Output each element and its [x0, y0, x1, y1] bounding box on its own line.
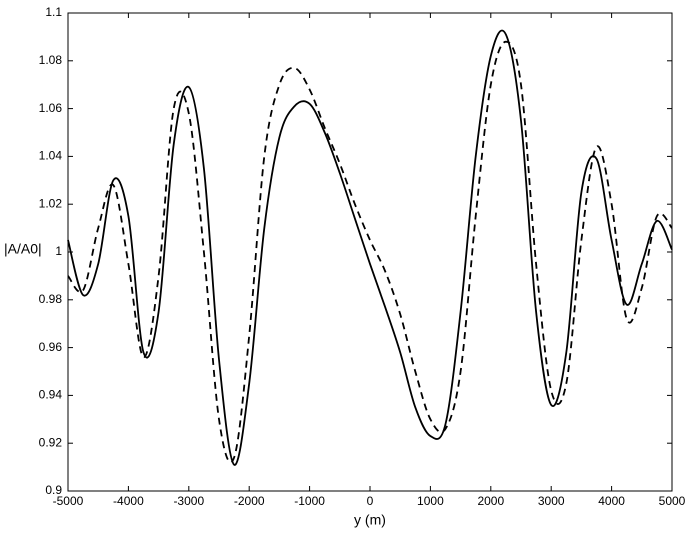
y-tick-label: 0.94 [39, 388, 63, 402]
y-tick-label: 1.04 [39, 149, 63, 163]
x-tick-label: 2000 [477, 494, 504, 508]
x-tick-label: 5000 [659, 494, 686, 508]
y-tick-label: 1.06 [39, 101, 63, 115]
line-series [67, 40, 673, 464]
line-series [67, 29, 673, 466]
x-tick-label: -3000 [173, 494, 204, 508]
y-tick-label: 0.98 [39, 292, 63, 306]
x-tick-label: 1000 [417, 494, 444, 508]
y-tick-label: 1.1 [45, 5, 62, 19]
y-tick-label: 1.08 [39, 53, 63, 67]
y-tick-label: 0.96 [39, 340, 63, 354]
y-tick-label: 0.92 [39, 435, 63, 449]
plot-frame [67, 12, 673, 492]
y-tick-label: 1.02 [39, 196, 63, 210]
x-tick-label: 3000 [538, 494, 565, 508]
x-tick-label: -2000 [234, 494, 265, 508]
x-tick-label: -4000 [113, 494, 144, 508]
y-tick-label: 0.9 [45, 483, 62, 497]
x-tick-label: 4000 [598, 494, 625, 508]
y-tick-label: 1 [55, 244, 62, 258]
x-tick-label: 0 [367, 494, 374, 508]
x-tick-label: -5000 [53, 494, 84, 508]
x-axis-label: y (m) [354, 512, 386, 528]
y-axis-label: |A/A0| [4, 241, 42, 257]
x-tick-label: -1000 [294, 494, 325, 508]
